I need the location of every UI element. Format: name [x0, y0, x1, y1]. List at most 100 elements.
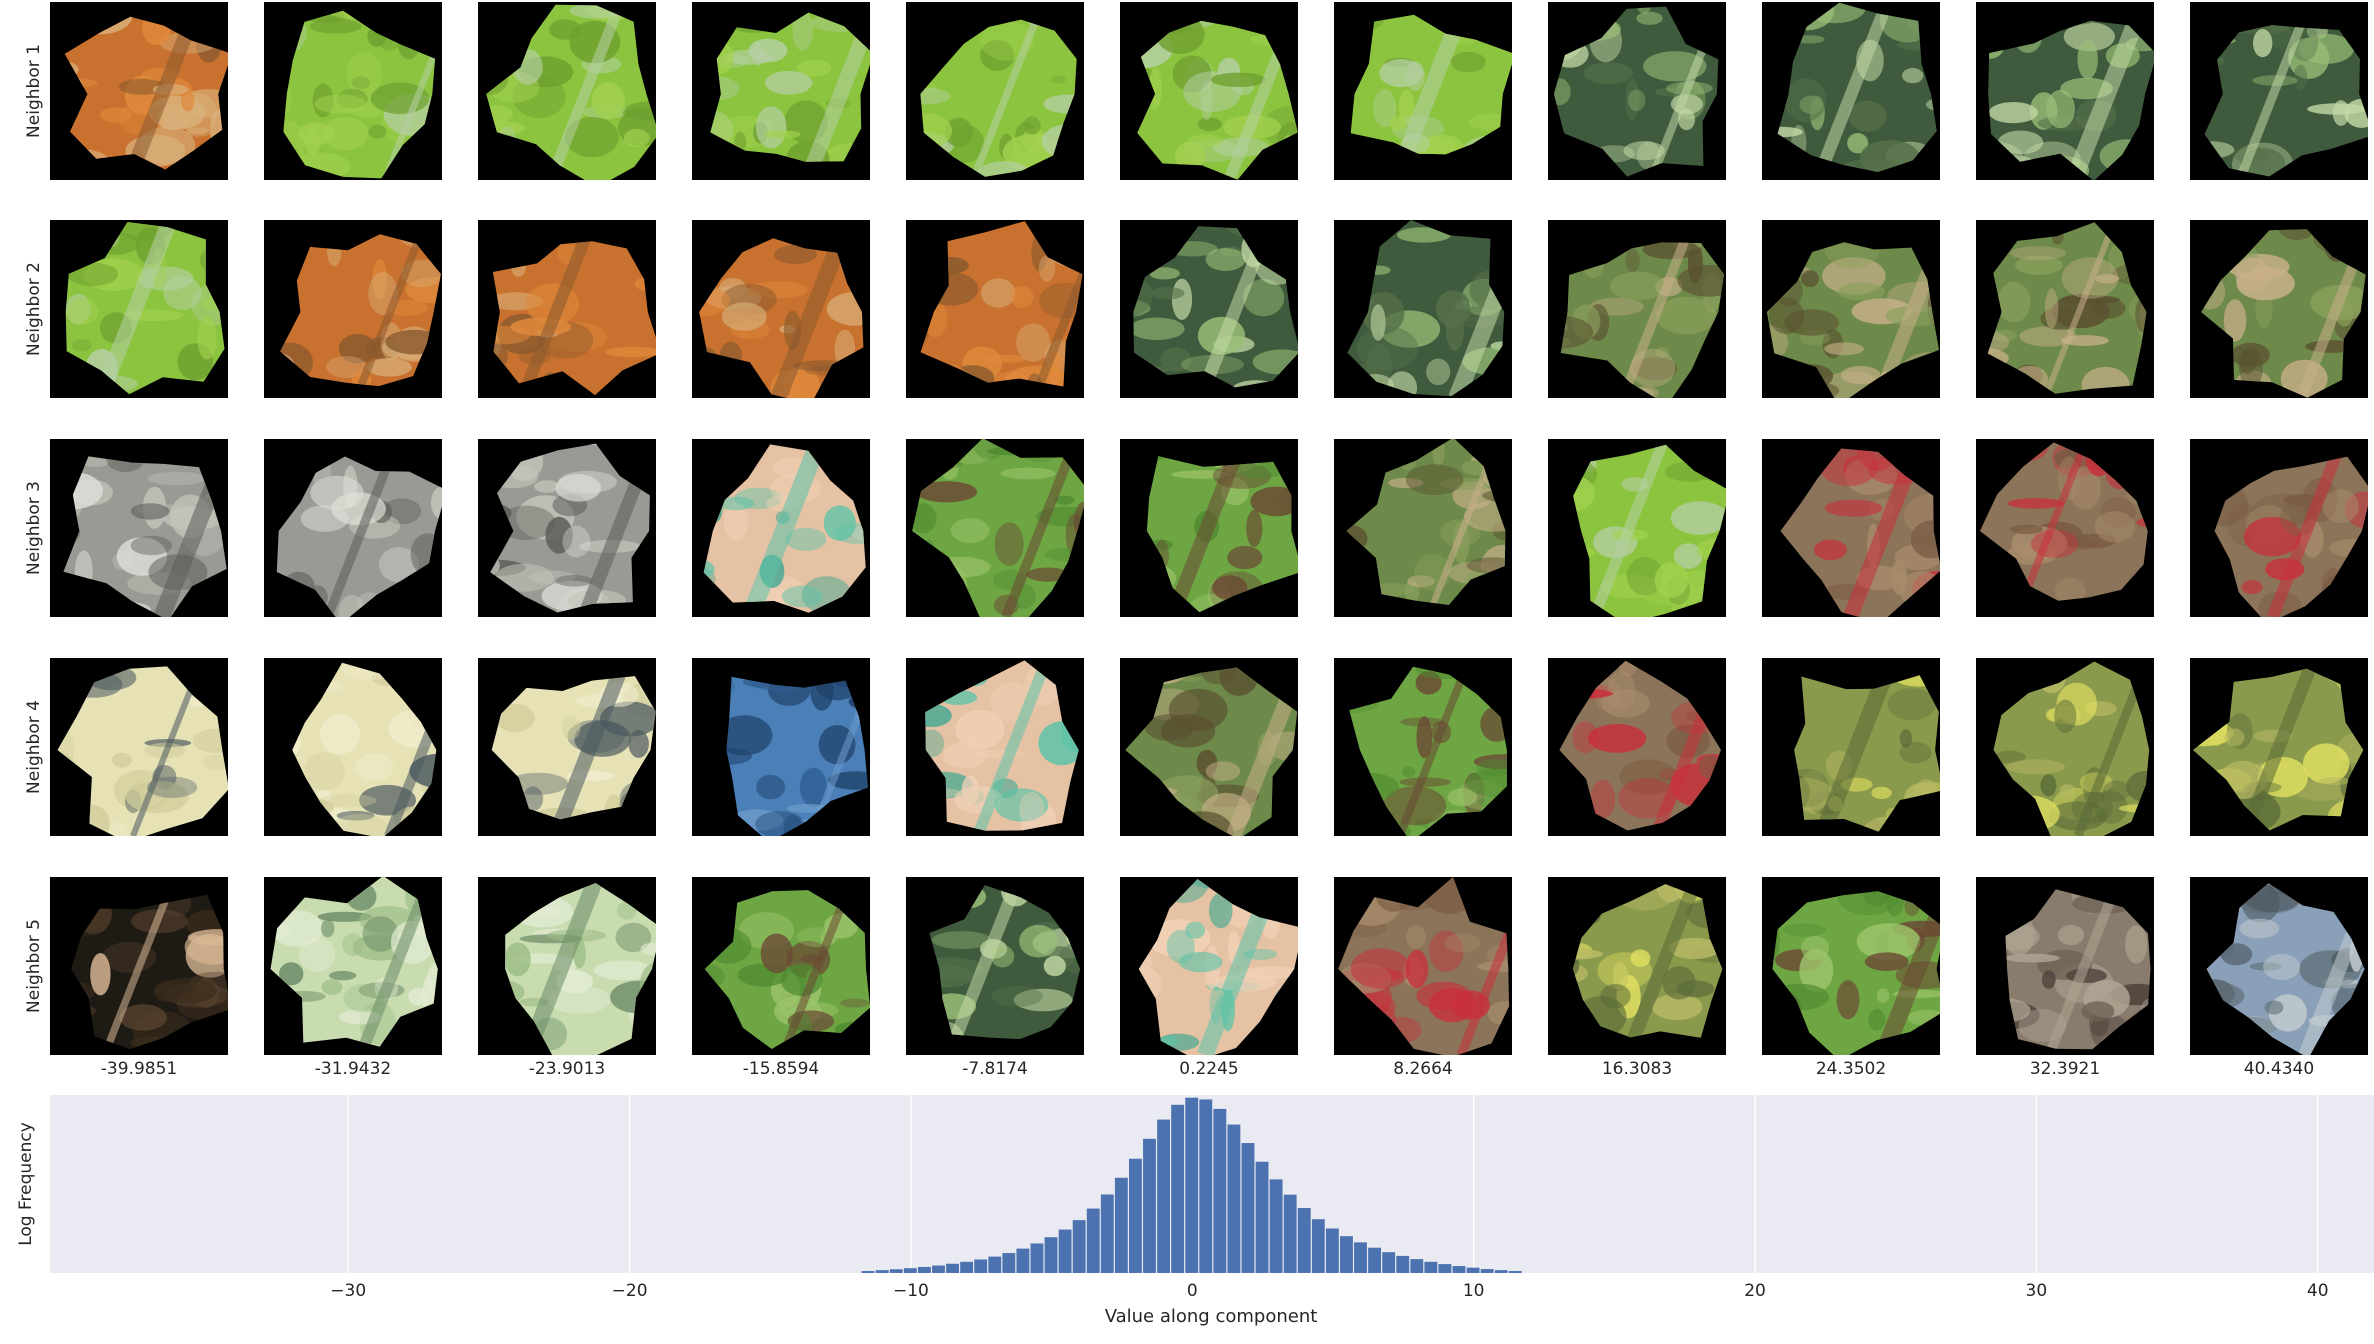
neighbor-1-image-7	[1334, 2, 1512, 180]
histogram-bars	[861, 1097, 1522, 1273]
histogram-bar	[1466, 1267, 1480, 1273]
neighbor-3-image-7	[1334, 439, 1512, 617]
column-value-label: 32.3921	[2029, 1059, 2101, 1079]
neighbor-5-image-11	[2190, 877, 2368, 1055]
column-value-label: 24.3502	[1815, 1059, 1887, 1079]
neighbor-2-image-5	[906, 220, 1084, 398]
histogram-x-tick-label: 10	[1463, 1281, 1485, 1301]
histogram-x-tick-label: −20	[612, 1281, 648, 1301]
neighbor-1-image-1	[50, 2, 228, 180]
histogram-bar	[917, 1266, 931, 1273]
histogram-bar	[1354, 1242, 1367, 1273]
histogram-y-axis-label: Log Frequency	[16, 1122, 36, 1246]
neighbor-5-image-10	[1976, 877, 2154, 1055]
neighbor-4-image-10	[1976, 658, 2154, 836]
neighbor-1-image-8	[1548, 2, 1726, 180]
histogram-bar	[1452, 1266, 1466, 1273]
histogram-x-tick-label: 20	[1744, 1281, 1766, 1301]
histogram-x-tick-label: −30	[330, 1281, 366, 1301]
histogram-bar	[1480, 1269, 1494, 1273]
histogram-bar	[1241, 1143, 1255, 1273]
histogram-x-tick-label: 40	[2307, 1281, 2329, 1301]
neighbor-1-image-11	[2190, 2, 2368, 180]
neighbor-4-image-8	[1548, 658, 1726, 836]
histogram-bar	[1325, 1228, 1339, 1273]
neighbor-3-image-5	[906, 439, 1084, 617]
neighbor-3-image-10	[1976, 439, 2154, 617]
histogram-bar	[1143, 1138, 1156, 1273]
histogram-bar	[1255, 1161, 1269, 1273]
neighbor-2-image-1	[50, 220, 228, 398]
histogram-bar	[1016, 1248, 1030, 1273]
histogram-x-tick-label: 0	[1187, 1281, 1198, 1301]
neighbor-2-image-10	[1976, 220, 2154, 398]
histogram-bar	[1396, 1255, 1410, 1273]
neighbor-2-image-6	[1120, 220, 1298, 398]
histogram-bar	[1129, 1158, 1142, 1273]
neighbor-1-image-3	[478, 2, 656, 180]
histogram-bar	[889, 1269, 903, 1273]
histogram-bar	[1030, 1243, 1044, 1273]
histogram-bar	[1185, 1097, 1199, 1273]
histogram-bar	[1283, 1194, 1297, 1273]
neighbor-2-image-9	[1762, 220, 1940, 398]
column-value-label: -7.8174	[962, 1059, 1028, 1079]
column-value-label: 40.4340	[2243, 1059, 2315, 1079]
neighbor-2-image-2	[264, 220, 442, 398]
histogram-bar	[1410, 1259, 1424, 1273]
neighbor-2-image-3	[478, 220, 656, 398]
histogram-bar	[1171, 1104, 1185, 1273]
histogram-bar	[974, 1259, 988, 1273]
histogram-x-axis-label: Value along component	[1105, 1306, 1318, 1327]
neighbor-1-image-10	[1976, 2, 2154, 180]
neighbor-4-image-3	[478, 658, 656, 836]
neighbor-2-image-4	[692, 220, 870, 398]
histogram-bar	[1044, 1237, 1058, 1273]
neighbor-1-image-9	[1762, 2, 1940, 180]
neighbor-5-image-6	[1120, 877, 1298, 1055]
histogram-bar	[1199, 1099, 1213, 1273]
histogram-bar	[988, 1256, 1002, 1273]
neighbor-5-image-5	[906, 877, 1084, 1055]
histogram-bar	[1072, 1220, 1086, 1273]
histogram-bar	[1086, 1208, 1100, 1273]
neighbor-5-image-1	[50, 877, 228, 1055]
histogram-bar	[960, 1261, 974, 1273]
neighbor-1-image-5	[906, 2, 1084, 180]
neighbor-1-image-2	[264, 2, 442, 180]
neighbor-3-image-2	[264, 439, 442, 617]
column-value-label: -39.9851	[100, 1059, 178, 1079]
histogram-bar	[1382, 1252, 1396, 1273]
neighbor-3-image-4	[692, 439, 870, 617]
neighbor-2-image-8	[1548, 220, 1726, 398]
column-value-label: -15.8594	[742, 1059, 820, 1079]
histogram-bar	[1058, 1229, 1072, 1273]
histogram-bar	[1340, 1236, 1353, 1273]
neighbor-5-image-3	[478, 877, 656, 1055]
column-value-label: -23.9013	[528, 1059, 606, 1079]
neighbor-5-image-9	[1762, 877, 1940, 1055]
column-value-label: 8.2664	[1393, 1059, 1453, 1079]
neighbor-4-image-6	[1120, 658, 1298, 836]
neighbor-4-image-2	[264, 658, 442, 836]
histogram-bar	[1368, 1247, 1382, 1273]
histogram-x-tick-label: −10	[893, 1281, 929, 1301]
histogram-bar	[1297, 1208, 1311, 1273]
neighbor-1-image-4	[692, 2, 870, 180]
neighbor-3-image-11	[2190, 439, 2368, 617]
neighbor-5-image-7	[1334, 877, 1512, 1055]
neighbor-3-image-8	[1548, 439, 1726, 617]
histogram-bar	[1269, 1179, 1283, 1273]
histogram-bar	[1494, 1270, 1508, 1273]
histogram-bar	[946, 1263, 959, 1273]
histogram-x-tick-label: 30	[2026, 1281, 2048, 1301]
histogram-bar	[1157, 1119, 1171, 1273]
neighbor-3-image-1	[50, 439, 228, 617]
histogram-bar	[932, 1265, 945, 1273]
histogram-bar	[1508, 1271, 1522, 1273]
histogram-bar	[875, 1270, 889, 1273]
neighbor-3-image-6	[1120, 439, 1298, 617]
column-value-label: 0.2245	[1179, 1059, 1239, 1079]
histogram-x-tick-labels: −30 −20 −10 0 10 20 30 40	[330, 1281, 2328, 1301]
